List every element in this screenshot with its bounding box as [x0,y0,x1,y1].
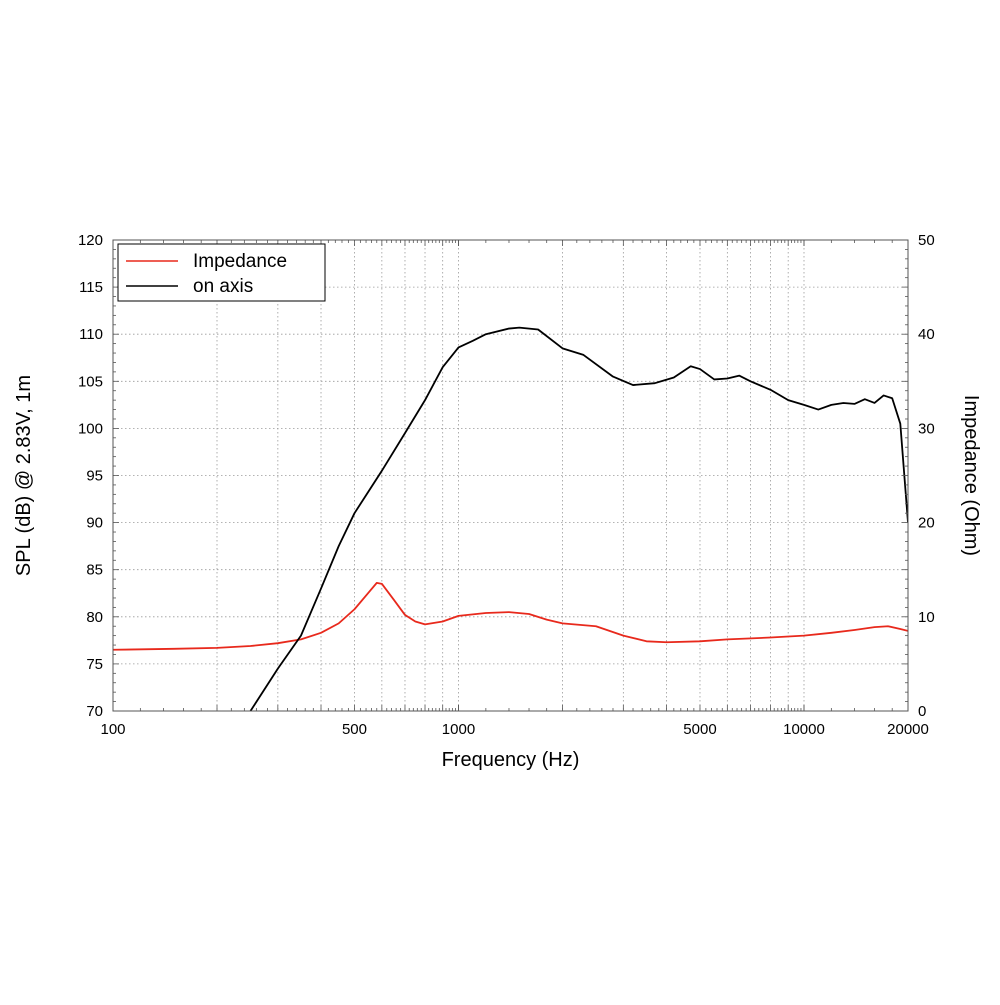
y-left-tick-label: 105 [78,373,103,390]
y-left-tick-label: 70 [86,703,103,720]
y-left-tick-label: 80 [86,609,103,626]
tick-labels: 100 500 1000 5000 10000 200007075808590951001… [78,232,935,738]
y-left-tick-label: 100 [78,420,103,437]
y-left-tick-label: 115 [79,279,103,296]
series-layer [113,326,908,711]
y-right-tick-label: 0 [918,703,926,720]
y-left-tick-label: 110 [79,326,103,343]
y-right-tick-label: 50 [918,232,935,249]
legend: Impedance on axis [117,243,326,302]
legend-box [117,243,326,302]
impedance-line [113,581,908,651]
y-right-tick-label: 10 [918,609,935,626]
x-tick-label: 500 [342,721,367,738]
x-tick-label: 10000 [783,721,825,738]
y-left-tick-label: 120 [78,232,103,249]
tick-marks [112,239,909,712]
y-left-tick-label: 95 [86,468,103,485]
y-right-tick-label: 30 [918,420,935,437]
y-right-tick-label: 40 [918,326,935,343]
grid [113,240,908,711]
legend-label-on-axis: on axis [193,276,253,297]
x-axis-title: Frequency (Hz) [442,749,580,771]
x-tick-label: 5000 [683,721,716,738]
y-axis-right-title: Impedance (Ohm) [960,395,982,556]
y-left-tick-label: 90 [86,515,103,532]
y-axis-left-title: SPL (dB) @ 2.83V, 1m [13,375,35,576]
y-right-tick-label: 20 [918,515,935,532]
on-axis-spl-line [249,326,908,711]
y-left-tick-label: 85 [86,562,103,579]
x-tick-label: 20000 [887,721,929,738]
legend-label-impedance: Impedance [193,251,287,272]
x-tick-label: 100 [100,721,125,738]
x-tick-label: 1000 [442,721,475,738]
y-left-tick-label: 75 [86,656,103,673]
